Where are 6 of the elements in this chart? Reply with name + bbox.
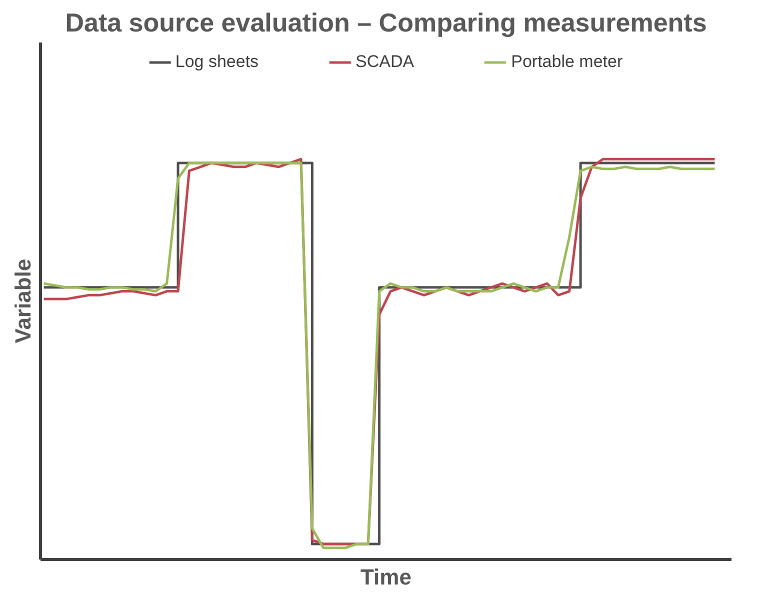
y-axis-title: Variable <box>10 258 36 344</box>
chart-title: Data source evaluation – Comparing measurements <box>65 8 707 38</box>
x-axis-title: Time <box>360 564 412 590</box>
legend-label: Portable meter <box>511 52 623 72</box>
legend-label: Log sheets <box>175 52 259 72</box>
legend-label: SCADA <box>356 52 414 72</box>
